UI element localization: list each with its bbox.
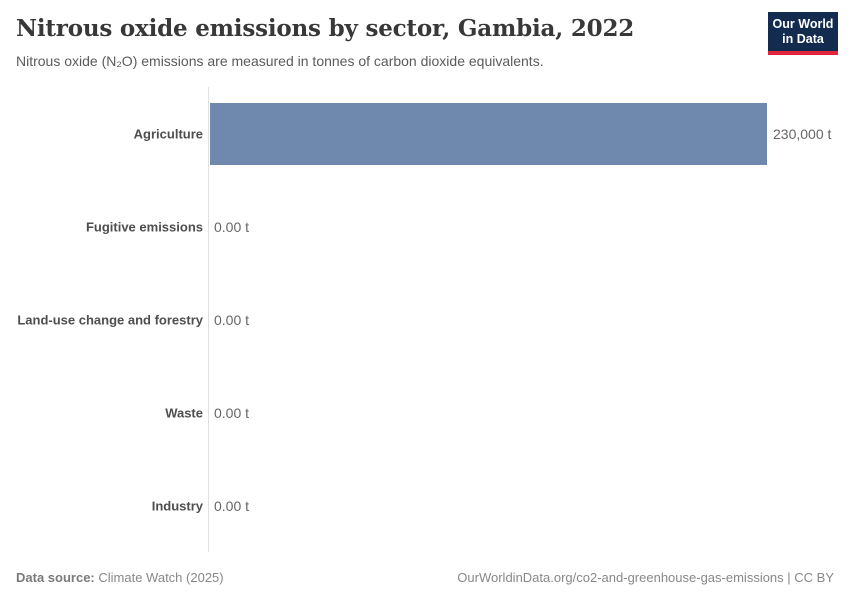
data-source[interactable]: Data source: Climate Watch (2025): [16, 570, 224, 585]
chart-header: Nitrous oxide emissions by sector, Gambi…: [16, 15, 740, 70]
chart-row: Waste 0.00 t: [0, 366, 850, 459]
y-axis-line: [208, 87, 209, 552]
value-label: 230,000 t: [773, 125, 832, 142]
value-label: 0.00 t: [214, 497, 250, 514]
page-title: Nitrous oxide emissions by sector, Gambi…: [16, 15, 635, 42]
data-source-value: Climate Watch (2025): [98, 570, 224, 585]
bar-chart: Agriculture 230,000 t Fugitive emissions…: [0, 87, 850, 552]
chart-row: Agriculture 230,000 t: [0, 87, 850, 180]
bar[interactable]: [210, 102, 767, 165]
category-label: Land-use change and forestry: [17, 312, 203, 327]
category-label: Waste: [165, 405, 203, 420]
category-label: Agriculture: [133, 126, 203, 141]
data-source-label: Data source:: [16, 570, 95, 585]
category-label: Industry: [151, 498, 203, 513]
chart-row: Fugitive emissions 0.00 t: [0, 180, 850, 273]
chart-row: Industry 0.00 t: [0, 459, 850, 552]
owid-logo[interactable]: Our World in Data: [768, 12, 838, 55]
chart-footer: Data source: Climate Watch (2025) OurWor…: [16, 570, 834, 585]
chart-row: Land-use change and forestry 0.00 t: [0, 273, 850, 366]
value-label: 0.00 t: [214, 218, 250, 235]
category-label: Fugitive emissions: [85, 219, 203, 234]
owid-logo-line1: Our World: [772, 17, 834, 31]
chart-subtitle: Nitrous oxide (N₂O) emissions are measur…: [16, 52, 544, 69]
chart-rows: Agriculture 230,000 t Fugitive emissions…: [0, 87, 850, 552]
footer-link[interactable]: OurWorldinData.org/co2-and-greenhouse-ga…: [457, 570, 834, 585]
value-label: 0.00 t: [214, 311, 250, 328]
owid-logo-line2: in Data: [782, 32, 824, 46]
value-label: 0.00 t: [214, 404, 250, 421]
